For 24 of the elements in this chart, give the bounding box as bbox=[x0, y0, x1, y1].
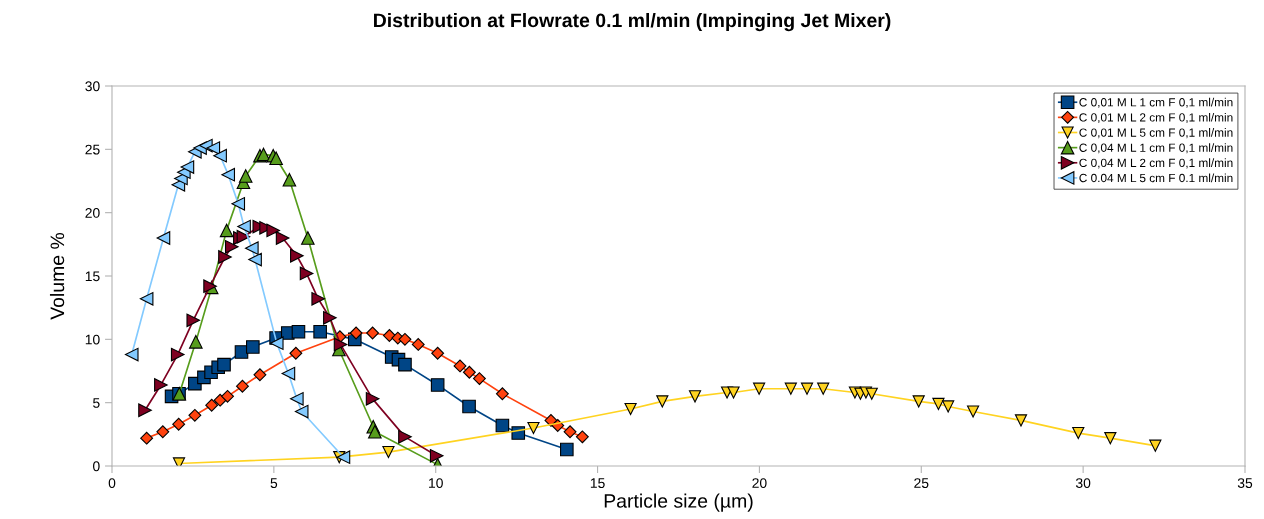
legend-label: C 0,04 M L 1 cm F 0,1 ml/min bbox=[1079, 143, 1233, 154]
legend-label: C 0,01 M L 5 cm F 0,1 ml/min bbox=[1079, 128, 1233, 139]
chart-title: Distribution at Flowrate 0.1 ml/min (Impinging Jet Mixer) bbox=[374, 12, 891, 32]
x-axis-title: Particle size (µm) bbox=[604, 493, 753, 512]
y-tick-label: 0 bbox=[93, 461, 100, 472]
legend-label: C 0.04 M L 5 cm F 0.1 ml/min bbox=[1079, 173, 1233, 183]
y-tick-label: 30 bbox=[85, 81, 100, 92]
legend-label: C 0,04 M L 2 cm F 0,1 ml/min bbox=[1079, 158, 1233, 169]
x-tick-label: 25 bbox=[914, 478, 929, 489]
legend-label: C 0,01 M L 1 cm F 0,1 ml/min bbox=[1079, 97, 1233, 108]
x-tick-label: 0 bbox=[108, 478, 116, 489]
legend-label: C 0,01 M L 2 cm F 0,1 ml/min bbox=[1079, 112, 1233, 124]
y-tick-label: 5 bbox=[93, 398, 100, 408]
x-tick-label: 20 bbox=[752, 478, 767, 489]
x-tick-label: 35 bbox=[1237, 478, 1253, 489]
x-tick-label: 5 bbox=[270, 478, 278, 489]
y-axis-title: Volume % bbox=[49, 232, 65, 320]
y-tick-label: 15 bbox=[85, 271, 100, 282]
y-tick-label: 25 bbox=[85, 144, 100, 155]
y-tick-label: 20 bbox=[85, 208, 100, 218]
x-tick-label: 15 bbox=[590, 478, 605, 489]
x-tick-label: 30 bbox=[1075, 478, 1091, 489]
x-tick-label: 10 bbox=[429, 478, 443, 489]
y-tick-label: 10 bbox=[85, 334, 100, 345]
